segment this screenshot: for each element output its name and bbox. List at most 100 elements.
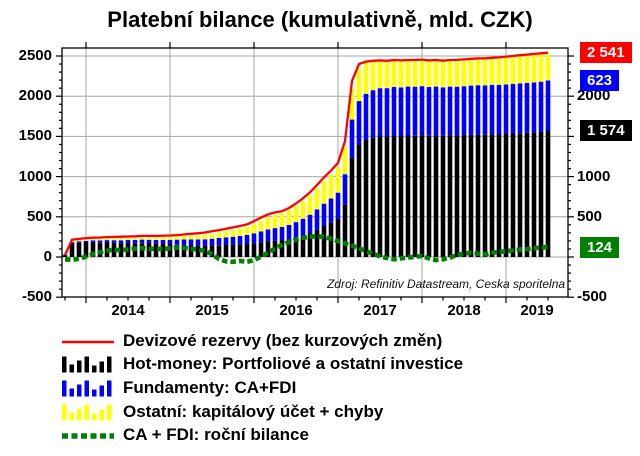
bar-segment-ostatni (461, 60, 467, 87)
legend-item-label: CA + FDI: roční bilance (123, 425, 309, 445)
bar-segment-ostatni (349, 89, 355, 120)
bar-segment-ostatni (230, 229, 236, 237)
bar-segment-hot-money (426, 135, 432, 257)
bar-segment-hot-money (356, 144, 362, 257)
bar-segment-ostatni (426, 61, 432, 88)
bar-segment-ostatni (510, 56, 516, 84)
bar-segment-fundamenty (524, 82, 530, 133)
bar-segment-fundamenty (384, 88, 390, 137)
bar-segment-fundamenty (517, 83, 523, 134)
bar-segment-hot-money (62, 255, 68, 257)
bar-segment-hot-money (286, 239, 292, 257)
bar-segment-ostatni (454, 60, 460, 87)
bar-segment-hot-money (174, 244, 180, 257)
bar-segment-fundamenty (349, 119, 355, 159)
yellow-bars-swatch-icon (62, 404, 112, 421)
bar-segment-fundamenty (146, 239, 152, 244)
bar-segment-ostatni (76, 240, 82, 242)
bar-segment-hot-money (503, 134, 509, 257)
bar-segment-fundamenty (496, 84, 502, 135)
bar-segment-fundamenty (237, 235, 243, 245)
ca-fdi-annual-line (64, 233, 549, 265)
bar-segment-ostatni (335, 167, 341, 193)
bar-segment-fundamenty (531, 82, 537, 133)
bar-segment-ostatni (314, 188, 320, 210)
bar-segment-hot-money (377, 136, 383, 257)
bar-segment-hot-money (412, 135, 418, 257)
bar-segment-hot-money (363, 139, 369, 257)
bar-segment-fundamenty (391, 87, 397, 136)
bar-segment-fundamenty (370, 90, 376, 138)
bar-segment-fundamenty (363, 93, 369, 140)
bar-segment-hot-money (202, 245, 208, 257)
bar-segment-fundamenty (426, 87, 432, 136)
bar-segment-ostatni (265, 217, 271, 230)
value-box-ca-fdi-label: 124 (587, 238, 613, 256)
chart-title: Platební bilance (kumulativně, mld. CZK) (107, 7, 533, 32)
bar-segment-fundamenty (482, 85, 488, 135)
bar-segment-ostatni (447, 60, 453, 87)
bar-segment-fundamenty (223, 237, 229, 245)
bar-segment-ostatni (475, 59, 481, 86)
bar-segment-fundamenty (272, 228, 278, 241)
bar-segment-ostatni (482, 59, 488, 86)
bar-segment-hot-money (440, 135, 446, 257)
bar-segment-ostatni (188, 235, 194, 240)
bar-segment-ostatni (412, 60, 418, 87)
bar-segment-ostatni (97, 239, 103, 241)
bar-segment-fundamenty (167, 239, 173, 245)
bar-segment-fundamenty (503, 84, 509, 134)
legend-item-ca-fdi: CA + FDI: roční bilance (60, 423, 635, 447)
bar-segment-fundamenty (335, 192, 341, 219)
source-note: Zdroj: Refinitiv Datastream, Ceska spori… (326, 277, 566, 291)
bar-segment-ostatni (342, 146, 348, 175)
bar-segment-hot-money (475, 134, 481, 257)
bar-segment-hot-money (419, 135, 425, 257)
bar-segment-ostatni (286, 210, 292, 225)
bar-segment-hot-money (454, 135, 460, 257)
bar-segment-ostatni (370, 60, 376, 91)
bar-segment-ostatni (258, 220, 264, 232)
bar-segment-ostatni (160, 237, 166, 240)
bar-segment-ostatni (321, 181, 327, 204)
bar-segment-hot-money (76, 242, 82, 257)
bar-segment-hot-money (545, 130, 551, 257)
bar-segment-ostatni (132, 238, 138, 240)
bar-segment-fundamenty (139, 239, 145, 244)
bar-segment-fundamenty (202, 239, 208, 246)
bar-segment-hot-money (90, 242, 96, 257)
bar-segment-fundamenty (440, 87, 446, 136)
bar-segment-hot-money (482, 134, 488, 257)
bar-segment-ostatni (118, 238, 124, 241)
bar-segment-fundamenty (300, 218, 306, 236)
bar-segment-fundamenty (216, 238, 222, 246)
bar-segment-ostatni (377, 60, 383, 89)
bar-segment-fundamenty (230, 236, 236, 245)
bar-segment-hot-money (209, 245, 215, 257)
bar-segment-fundamenty (321, 203, 327, 226)
bar-segment-fundamenty (475, 85, 481, 135)
bar-segment-hot-money (167, 244, 173, 257)
bar-segment-hot-money (279, 240, 285, 257)
legend-item-label: Ostatní: kapitálový účet + chyby (123, 401, 384, 421)
green-dashed-line-swatch-icon (62, 433, 114, 439)
bar-segment-ostatni (111, 238, 117, 241)
bar-segment-fundamenty (244, 235, 250, 244)
bar-segment-ostatni (125, 238, 131, 240)
bar-segment-ostatni (517, 56, 523, 84)
bar-segment-ostatni (356, 68, 362, 102)
value-box-reserves-label: 2 541 (587, 44, 625, 62)
bar-segment-fundamenty (181, 239, 187, 246)
bar-segment-fundamenty (447, 86, 453, 136)
red-line-swatch-icon (62, 340, 114, 344)
bar-segment-ostatni (433, 61, 439, 87)
bar-segment-fundamenty (412, 86, 418, 136)
bar-segment-hot-money (384, 136, 390, 257)
legend-item-label: Devizové rezervy (bez kurzových změn) (123, 330, 443, 350)
bar-segment-hot-money (216, 245, 222, 257)
bar-segment-fundamenty (433, 86, 439, 136)
bar-segment-ostatni (216, 232, 222, 238)
bar-segment-ostatni (545, 54, 551, 81)
bar-segment-fundamenty (405, 86, 411, 136)
